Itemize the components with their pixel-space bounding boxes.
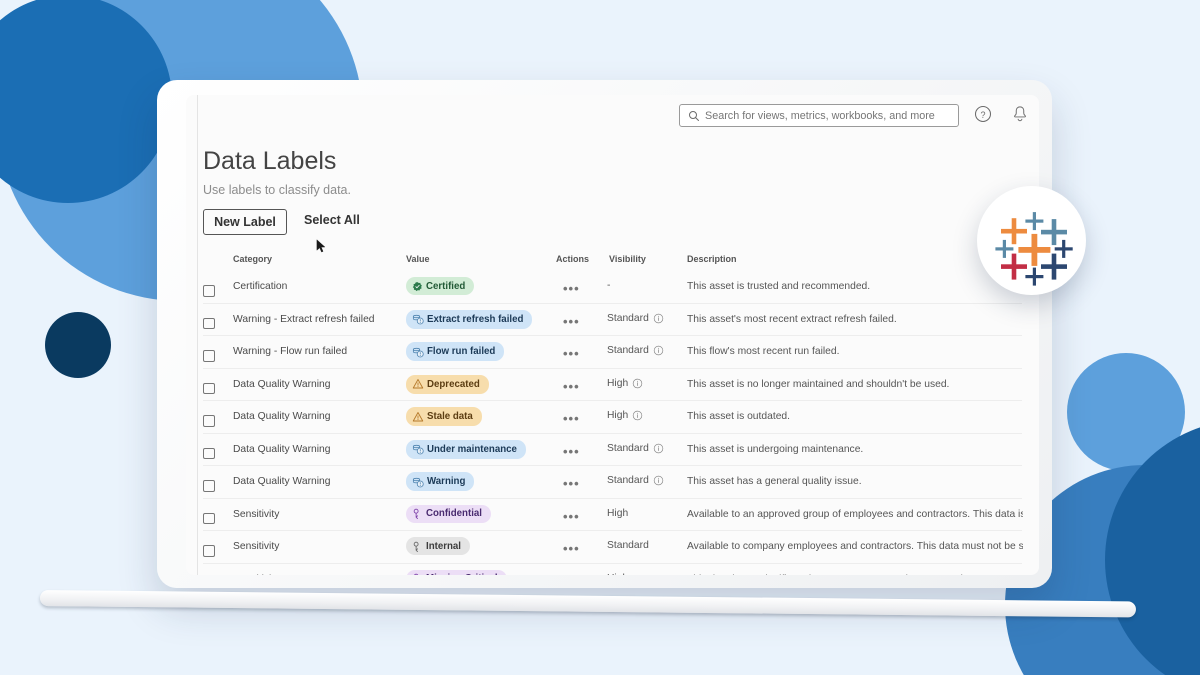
svg-text:?: ? [980,110,985,120]
